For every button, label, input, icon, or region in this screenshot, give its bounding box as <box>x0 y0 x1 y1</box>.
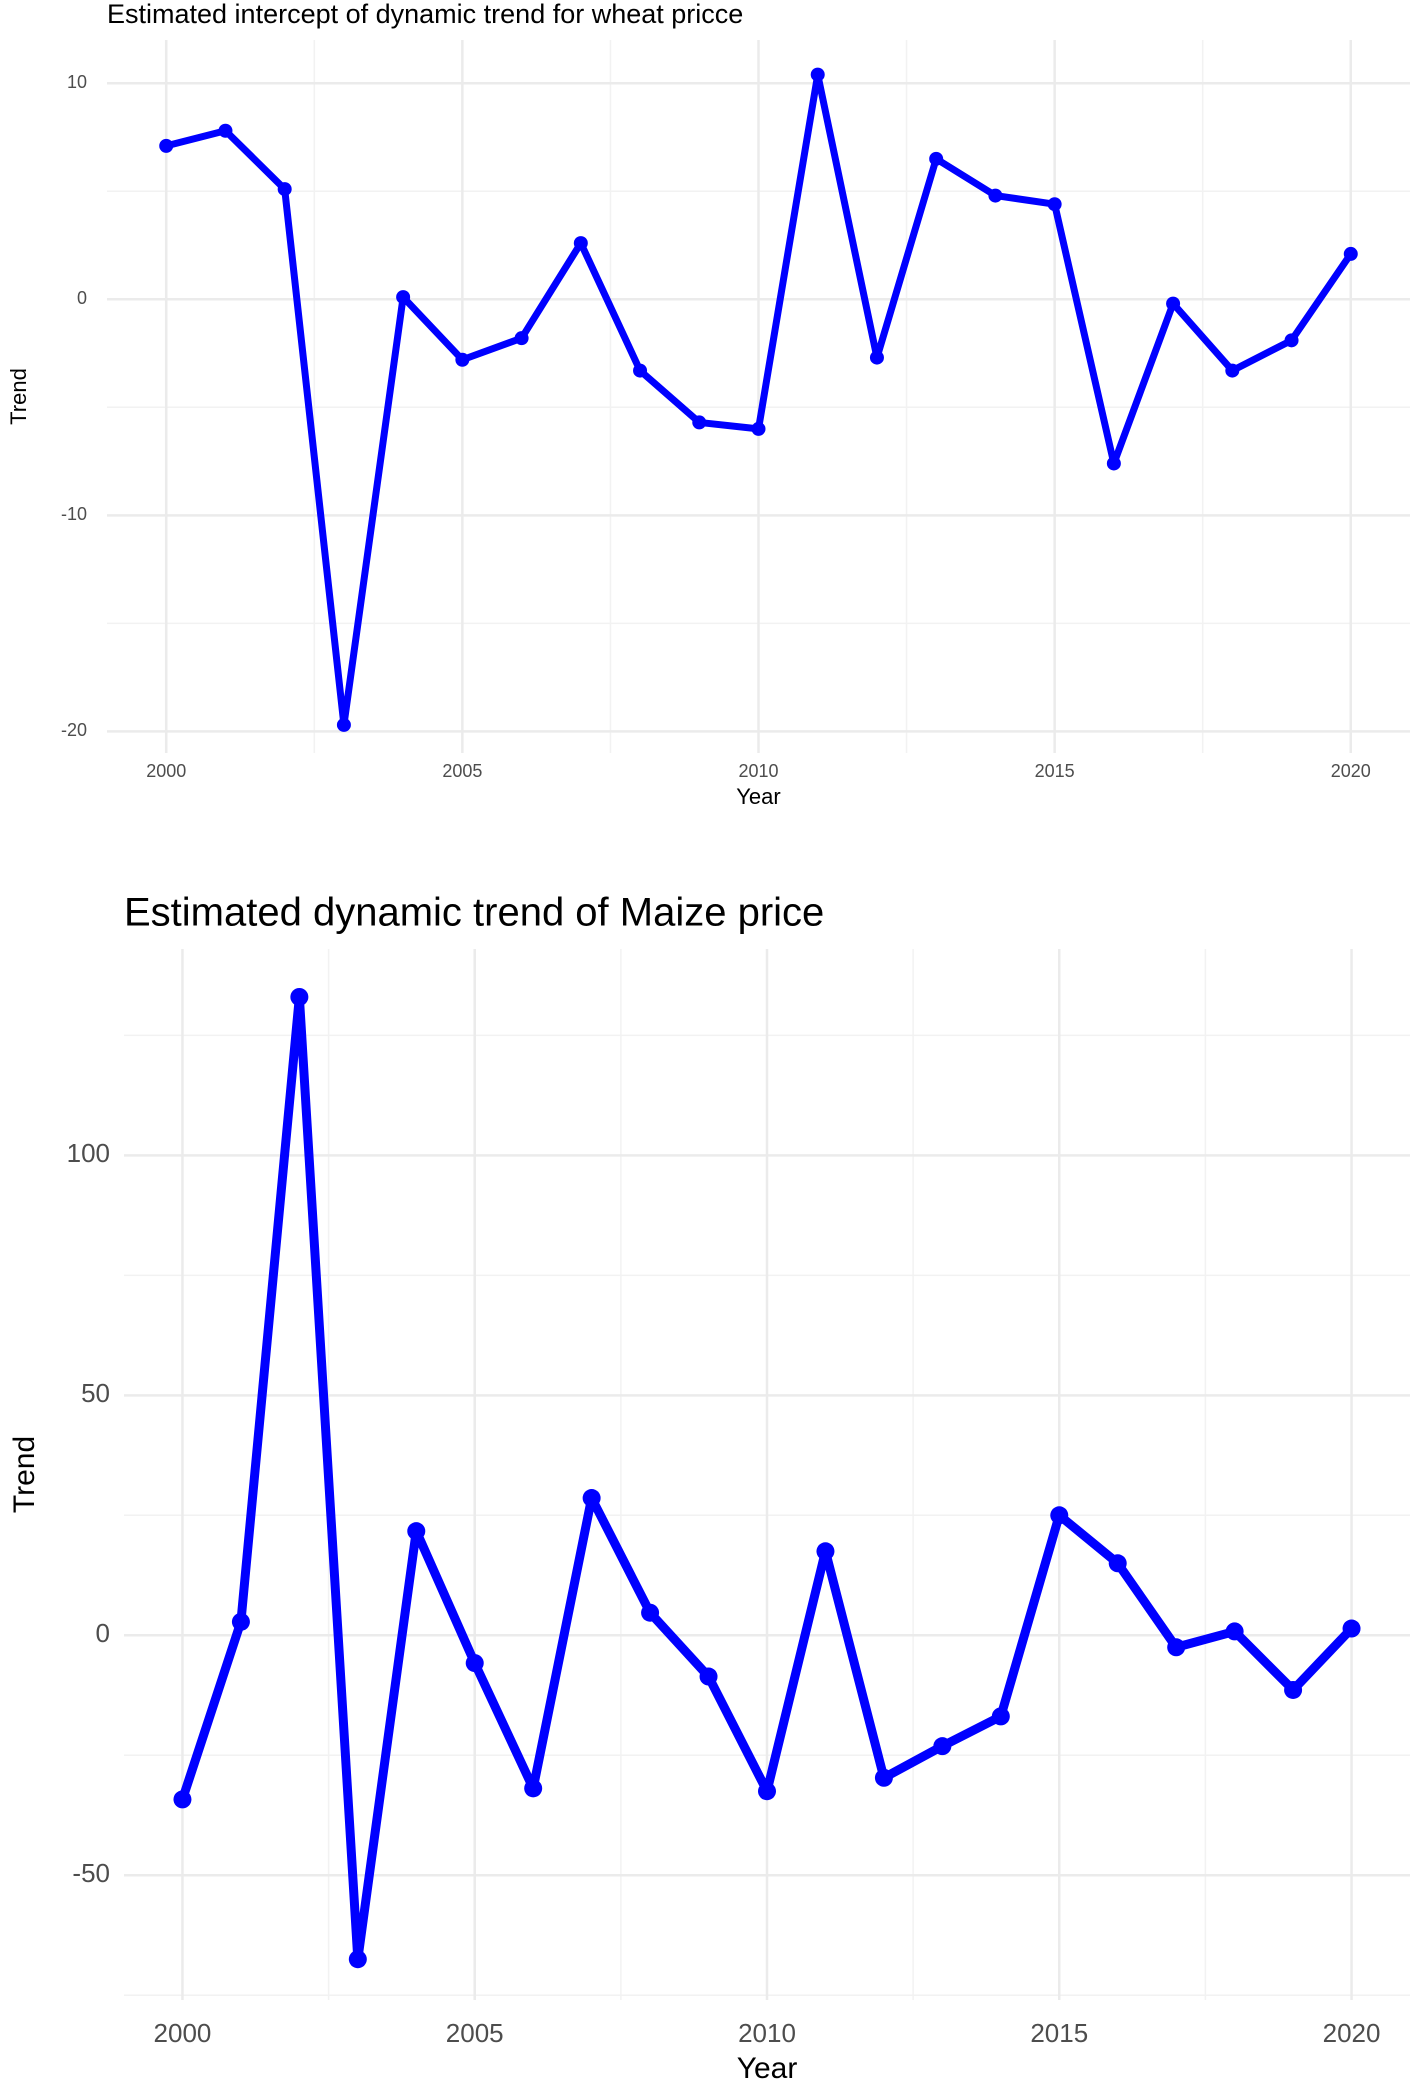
point <box>465 1654 484 1673</box>
point <box>1225 1622 1244 1641</box>
point <box>810 67 825 82</box>
point <box>1284 1680 1303 1699</box>
y-tick-label: 50 <box>81 1378 110 1408</box>
x-tick-label: 2005 <box>446 2018 504 2048</box>
point <box>582 1489 601 1508</box>
x-tick-label: 2005 <box>442 761 482 781</box>
point <box>991 1707 1010 1726</box>
point <box>173 1790 192 1809</box>
point <box>1108 1554 1127 1573</box>
y-tick-label: 10 <box>67 72 87 92</box>
point <box>1343 246 1358 261</box>
x-tick-label: 2000 <box>154 2018 212 2048</box>
point <box>290 987 309 1006</box>
point <box>1167 1638 1186 1657</box>
point <box>1047 197 1062 212</box>
chart-title: Estimated intercept of dynamic trend for… <box>107 0 743 29</box>
point <box>396 290 411 305</box>
point <box>758 1782 776 1801</box>
x-tick-label: 2015 <box>1030 2018 1088 2048</box>
point <box>874 1768 893 1787</box>
point <box>1284 333 1299 348</box>
y-tick-label: 100 <box>67 1138 110 1168</box>
x-tick-label: 2000 <box>146 761 186 781</box>
point <box>869 350 884 365</box>
point <box>277 182 292 197</box>
x-axis-title: Year <box>737 2052 798 2085</box>
x-tick-label: 2010 <box>738 2018 796 2048</box>
point <box>573 236 588 251</box>
point <box>751 421 766 436</box>
y-axis-title: Trend <box>8 1436 41 1513</box>
point <box>641 1603 660 1622</box>
chart-title: Estimated dynamic trend of Maize price <box>124 891 824 935</box>
point <box>218 123 233 138</box>
point <box>699 1667 718 1686</box>
x-tick-label: 2015 <box>1035 761 1075 781</box>
x-axis-title: Year <box>736 784 780 809</box>
x-tick-label: 2010 <box>738 761 778 781</box>
point <box>407 1522 426 1541</box>
y-tick-label: -10 <box>61 504 87 524</box>
x-tick-label: 2020 <box>1331 761 1371 781</box>
point <box>816 1542 835 1561</box>
y-tick-label: 0 <box>77 288 87 308</box>
y-axis-title: Trend <box>6 368 31 425</box>
point <box>348 1950 367 1969</box>
point <box>933 1737 952 1756</box>
point <box>514 331 529 346</box>
point <box>692 415 707 430</box>
point <box>336 717 351 732</box>
point <box>455 352 470 367</box>
point <box>1166 296 1181 311</box>
point <box>159 138 174 153</box>
point <box>1050 1506 1069 1525</box>
point <box>524 1779 543 1798</box>
point <box>1106 456 1121 471</box>
point <box>929 151 944 166</box>
point <box>633 363 648 378</box>
x-tick-label: 2020 <box>1323 2018 1381 2048</box>
point <box>1342 1619 1361 1638</box>
point <box>231 1612 250 1631</box>
point <box>1225 363 1240 378</box>
point <box>988 188 1003 203</box>
y-tick-label: -20 <box>61 720 87 740</box>
y-tick-label: 0 <box>96 1618 110 1648</box>
y-tick-label: -50 <box>72 1858 110 1888</box>
